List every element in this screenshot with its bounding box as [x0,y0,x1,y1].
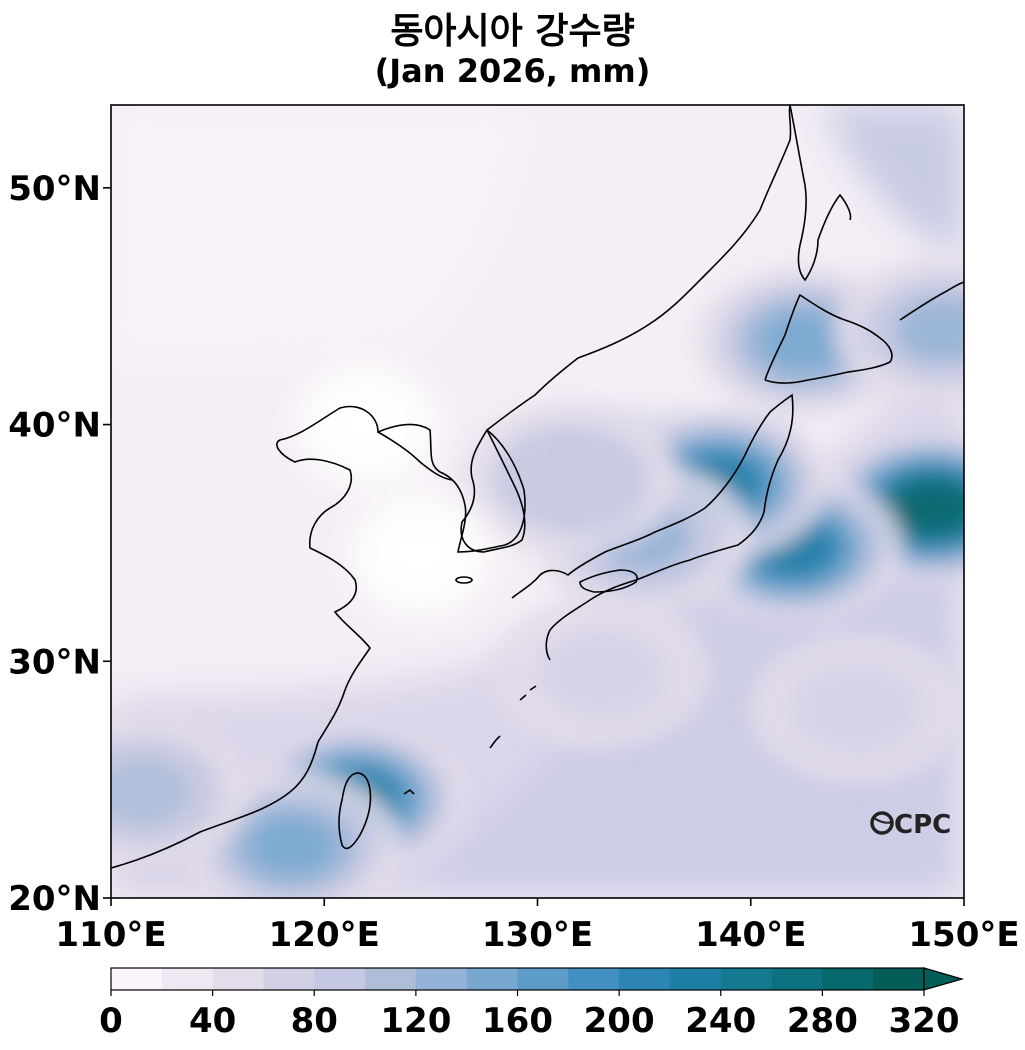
colorbar-segment [720,968,773,990]
coastline-jeju [455,576,473,584]
y-tick-label: 20°N [8,879,101,919]
x-tick-label: 120°E [269,915,380,955]
colorbar-tick-label: 0 [99,1001,123,1041]
colorbar-tick-label: 240 [685,1001,756,1041]
x-axis: 110°E 120°E 130°E 140°E 150°E [55,898,1020,955]
coastline-taiwan [338,772,372,850]
colorbar-segment [365,968,417,990]
colorbar-segment [873,968,925,990]
cpc-logo-text: CPC [894,810,951,840]
cpc-logo: CPC [870,810,951,840]
precip-core-level [894,296,964,364]
cpc-logo-swoosh-icon [873,817,893,824]
map-title-line2: (Jan 2026, mm) [374,52,651,90]
dry-region [296,364,437,485]
colorbar-segment [822,968,874,990]
dry-region [350,494,491,615]
colorbar-segment [415,968,468,990]
precip-core-level [891,479,964,536]
colorbar-segment [212,968,264,990]
precip-core-level [538,629,665,718]
coastline-sakhalin [789,105,852,282]
coastline-kuril [899,281,964,321]
x-tick-label: 130°E [482,915,593,955]
colorbar-segment [161,968,214,990]
precip-field [111,105,964,898]
colorbar-tick-label: 320 [889,1001,960,1041]
precip-core-level [111,758,191,825]
colorbar-segment [263,968,315,990]
y-tick-label: 50°N [8,169,101,209]
colorbar: 0 40 80 120 160 200 240 280 320 [99,967,965,1041]
precip-core-level [252,817,333,874]
x-tick-label: 110°E [55,915,166,955]
coastlines [111,105,964,869]
coastline-ryukyu [403,685,537,795]
coastline-hokkaido [764,293,893,384]
colorbar-segment [669,968,722,990]
map-title: 동아시아 강수량 [390,11,635,52]
y-axis: 20°N 30°N 40°N 50°N [8,169,111,919]
x-tick-label: 140°E [695,915,806,955]
precip-field-cores [111,253,964,898]
colorbar-segment [619,968,671,990]
colorbar-segment [314,968,366,990]
coastline-shandong [377,431,453,481]
x-tick-label: 150°E [908,915,1019,955]
precip-core-level [794,664,921,753]
colorbar-tick-label: 200 [584,1001,655,1041]
precip-field-dry [296,364,491,615]
y-tick-label: 30°N [8,642,101,682]
colorbar-tick-label: 80 [291,1001,338,1041]
colorbar-segment [771,968,823,990]
colorbar-segment [517,968,569,990]
coastline-shikoku [579,569,638,593]
coastline-korea [460,429,526,553]
precip-core-level [763,313,845,370]
coastline-japan-south [511,393,794,661]
colorbar-extend-arrow [923,967,965,991]
colorbar-segment [568,968,620,990]
precip-core-level [490,424,649,534]
colorbar-segment [466,968,518,990]
colorbar-tick-label: 120 [380,1001,451,1041]
colorbar-segment [111,968,163,990]
colorbar-tick-label: 160 [482,1001,553,1041]
y-tick-label: 40°N [8,406,101,446]
colorbar-tick-label: 40 [189,1001,236,1041]
colorbar-tick-label: 280 [787,1001,858,1041]
